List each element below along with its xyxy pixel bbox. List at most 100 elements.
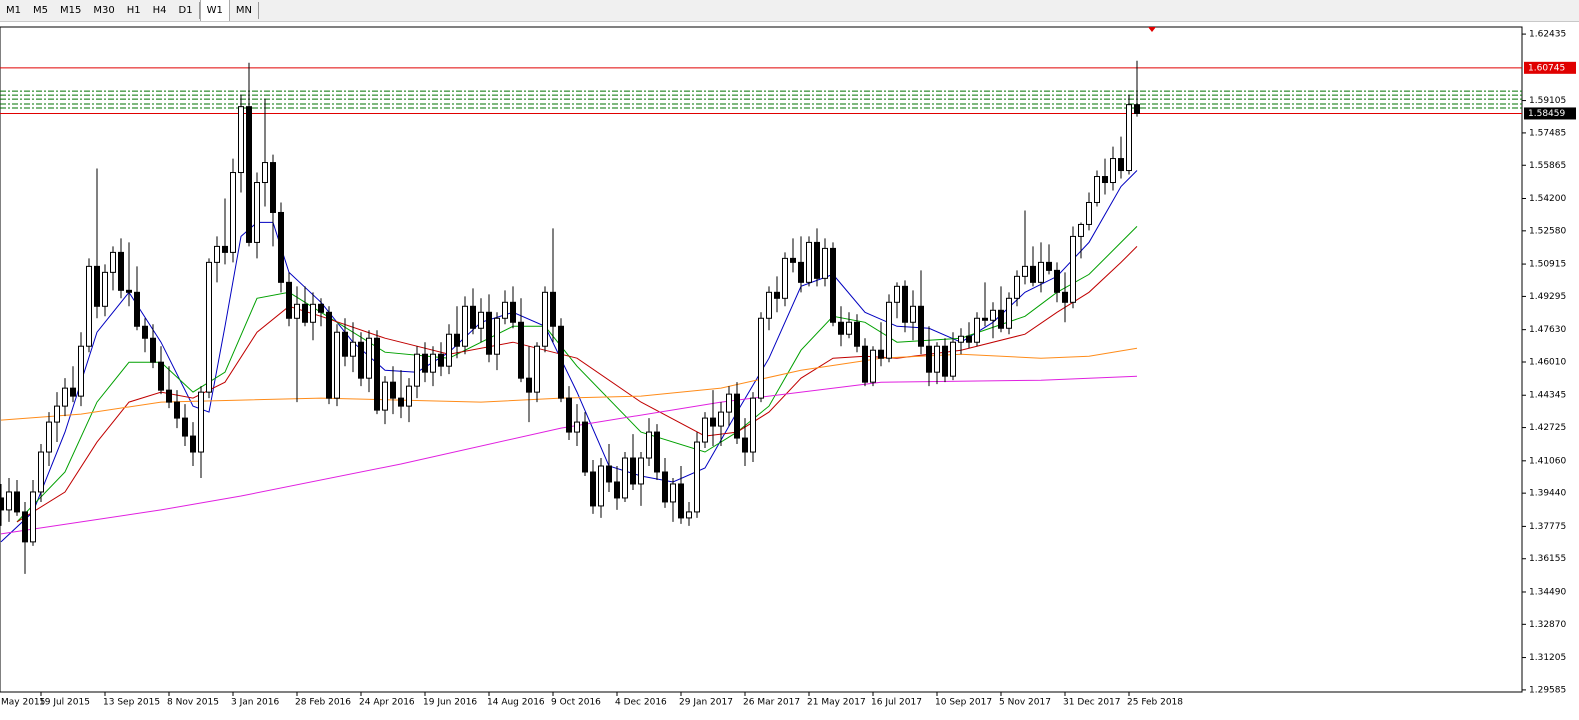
candle-body	[438, 353, 444, 367]
moving-average	[0, 375, 1138, 535]
candle-body	[246, 106, 252, 243]
candle-body	[974, 317, 980, 343]
candle-body	[1134, 104, 1140, 114]
x-tick-label: 24 Apr 2016	[359, 698, 415, 708]
x-tick-label: May 2015	[1, 698, 45, 708]
candle-body	[654, 431, 660, 473]
x-tick-label: 31 Dec 2017	[1063, 698, 1121, 708]
y-tick-label: 1.37775	[1529, 522, 1566, 532]
y-tick-label: 1.62435	[1529, 30, 1566, 40]
candle-body	[46, 421, 52, 453]
candle-body	[598, 465, 604, 507]
x-tick-label: 8 Nov 2015	[167, 698, 219, 708]
candle-body	[790, 257, 796, 263]
candle-body	[662, 471, 668, 503]
candle-body	[126, 289, 132, 293]
y-tick-label: 1.42725	[1529, 423, 1566, 433]
candle-body	[398, 397, 404, 407]
price-tag	[1524, 61, 1576, 74]
timeframe-button[interactable]: H4	[152, 5, 167, 16]
candle-body	[526, 377, 532, 393]
candle-body	[718, 411, 724, 427]
shift-marker	[1148, 27, 1156, 32]
candle-body	[294, 303, 300, 319]
candle-body	[326, 311, 332, 399]
y-tick-label: 1.46010	[1529, 357, 1566, 367]
candle-body	[94, 265, 100, 307]
timeframe-button[interactable]: W1	[199, 0, 230, 21]
candle-body	[182, 417, 188, 437]
candle-body	[1094, 176, 1100, 203]
candle-body	[838, 321, 844, 335]
candle-body	[566, 397, 572, 433]
candle-body	[734, 393, 740, 439]
timeframe-button[interactable]: M30	[93, 5, 115, 16]
candle-body	[222, 245, 228, 253]
x-tick-label: 10 Sep 2017	[935, 698, 992, 708]
candle-body	[934, 345, 940, 373]
x-tick-label: 5 Nov 2017	[999, 698, 1051, 708]
x-tick-label: 14 Aug 2016	[487, 698, 545, 708]
candle-body	[854, 321, 860, 347]
y-tick-label: 1.34490	[1529, 587, 1566, 597]
timeframe-button[interactable]: M1	[6, 5, 21, 16]
candle-body	[670, 483, 676, 503]
candle-body	[550, 291, 556, 327]
candle-body	[1006, 297, 1012, 329]
candle-body	[350, 341, 356, 357]
candle-body	[998, 309, 1004, 329]
candle-body	[894, 285, 900, 303]
candle-body	[254, 182, 260, 243]
candle-body	[0, 497, 4, 511]
candle-body	[30, 491, 36, 543]
candle-body	[6, 491, 12, 511]
candle-body	[54, 405, 60, 423]
candle-body	[262, 162, 268, 184]
candle-body	[814, 241, 820, 279]
candle-body	[230, 172, 236, 253]
candle-body	[750, 397, 756, 453]
candle-body	[422, 353, 428, 373]
candle-body	[990, 309, 996, 321]
timeframe-button[interactable]: H1	[126, 5, 141, 16]
candle-body	[198, 391, 204, 453]
x-tick-label: 28 Feb 2016	[295, 698, 351, 708]
y-tick-label: 1.49295	[1529, 292, 1566, 302]
candle-body	[14, 491, 20, 513]
candle-body	[1062, 291, 1068, 303]
candle-body	[110, 251, 116, 273]
candle-body	[614, 481, 620, 499]
candle-body	[302, 303, 308, 323]
candle-body	[118, 251, 124, 291]
candle-body	[1014, 275, 1020, 299]
candle-body	[870, 349, 876, 383]
candle-body	[510, 301, 516, 323]
candle-body	[766, 291, 772, 319]
candle-body	[886, 301, 892, 359]
candle-body	[166, 389, 172, 403]
x-tick-label: 21 May 2017	[807, 698, 866, 708]
candle-body	[574, 421, 580, 433]
candle-body	[62, 387, 68, 407]
candle-body	[630, 457, 636, 485]
candle-body	[342, 331, 348, 357]
candle-body	[1030, 265, 1036, 283]
x-tick-label: 16 Jul 2017	[871, 698, 922, 708]
candle-body	[782, 257, 788, 299]
candle-body	[646, 431, 652, 459]
candle-body	[22, 511, 28, 543]
candle-body	[78, 345, 84, 397]
candle-body	[590, 471, 596, 507]
candle-body	[878, 349, 884, 359]
timeframe-button[interactable]: M5	[33, 5, 48, 16]
timeframe-button[interactable]: MN	[235, 5, 252, 16]
y-tick-label: 1.52580	[1529, 226, 1566, 236]
timeframe-button[interactable]: D1	[178, 5, 193, 16]
candle-body	[846, 321, 852, 335]
candle-body	[1126, 104, 1132, 172]
candle-body	[622, 457, 628, 499]
candle-body	[702, 417, 708, 443]
timeframe-button[interactable]: M15	[60, 5, 82, 16]
candle-body	[958, 335, 964, 343]
